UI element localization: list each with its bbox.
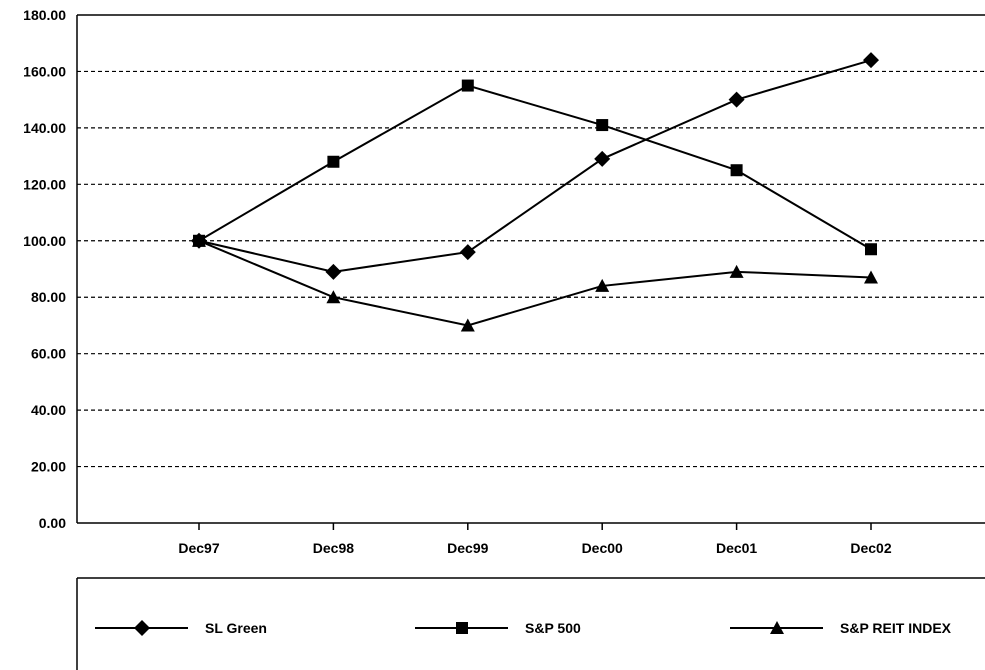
x-tick-label: Dec99 [447,540,488,556]
x-tick-labels: Dec97 Dec98 Dec99 Dec00 Dec01 Dec02 [178,523,892,556]
data-point-diamond [728,91,745,108]
legend-item: SL Green [95,620,267,636]
x-tick-label: Dec00 [582,540,623,556]
data-point-diamond [325,263,342,280]
legend-marker-square [456,622,468,634]
data-point-triangle [864,270,878,284]
x-tick-label: Dec97 [178,540,219,556]
y-tick-label: 20.00 [31,459,66,475]
legend-marker-diamond [134,620,150,636]
data-point-diamond [863,52,879,69]
y-tick-labels: 0.00 20.00 40.00 60.00 80.00 100.00 120.00 140.… [23,7,66,531]
y-tick-label: 140.00 [23,120,66,136]
series-line [198,59,872,273]
series-diamond [191,52,879,280]
x-tick-label: Dec01 [716,540,757,556]
data-point-square [461,79,474,92]
y-tick-label: 80.00 [31,289,66,305]
y-tick-label: 60.00 [31,346,66,362]
series-square [193,79,877,256]
data-point-square [596,119,609,132]
y-tick-label: 180.00 [23,7,66,23]
legend-label: S&P REIT INDEX [840,620,952,636]
legend: SL Green S&P 500 S&P REIT INDEX [76,577,985,670]
series-line [198,239,872,327]
series-line [198,84,872,251]
grid-lines [77,70,985,468]
x-tick-label: Dec98 [313,540,354,556]
data-point-triangle [326,290,341,304]
y-tick-label: 160.00 [23,63,66,79]
data-point-triangle [729,264,744,278]
data-point-square [327,155,340,168]
y-tick-label: 40.00 [31,402,66,418]
legend-label: SL Green [205,620,267,636]
legend-item: S&P REIT INDEX [730,620,952,636]
x-tick-label: Dec02 [850,540,891,556]
axes [76,14,985,524]
data-point-triangle [192,233,206,247]
series-triangle [192,233,878,332]
data-point-diamond [594,150,611,167]
series-lines [191,52,879,332]
data-point-square [730,164,743,177]
y-tick-label: 0.00 [39,515,66,531]
legend-items: SL Green S&P 500 S&P REIT INDEX [95,620,952,636]
legend-item: S&P 500 [415,620,581,636]
legend-marker-triangle [770,621,784,634]
legend-label: S&P 500 [525,620,581,636]
data-point-diamond [459,244,476,261]
y-tick-label: 100.00 [23,233,66,249]
legend-box [76,577,985,670]
data-point-triangle [460,318,475,332]
data-point-square [865,243,877,256]
y-tick-label: 120.00 [23,176,66,192]
data-point-triangle [595,278,610,292]
